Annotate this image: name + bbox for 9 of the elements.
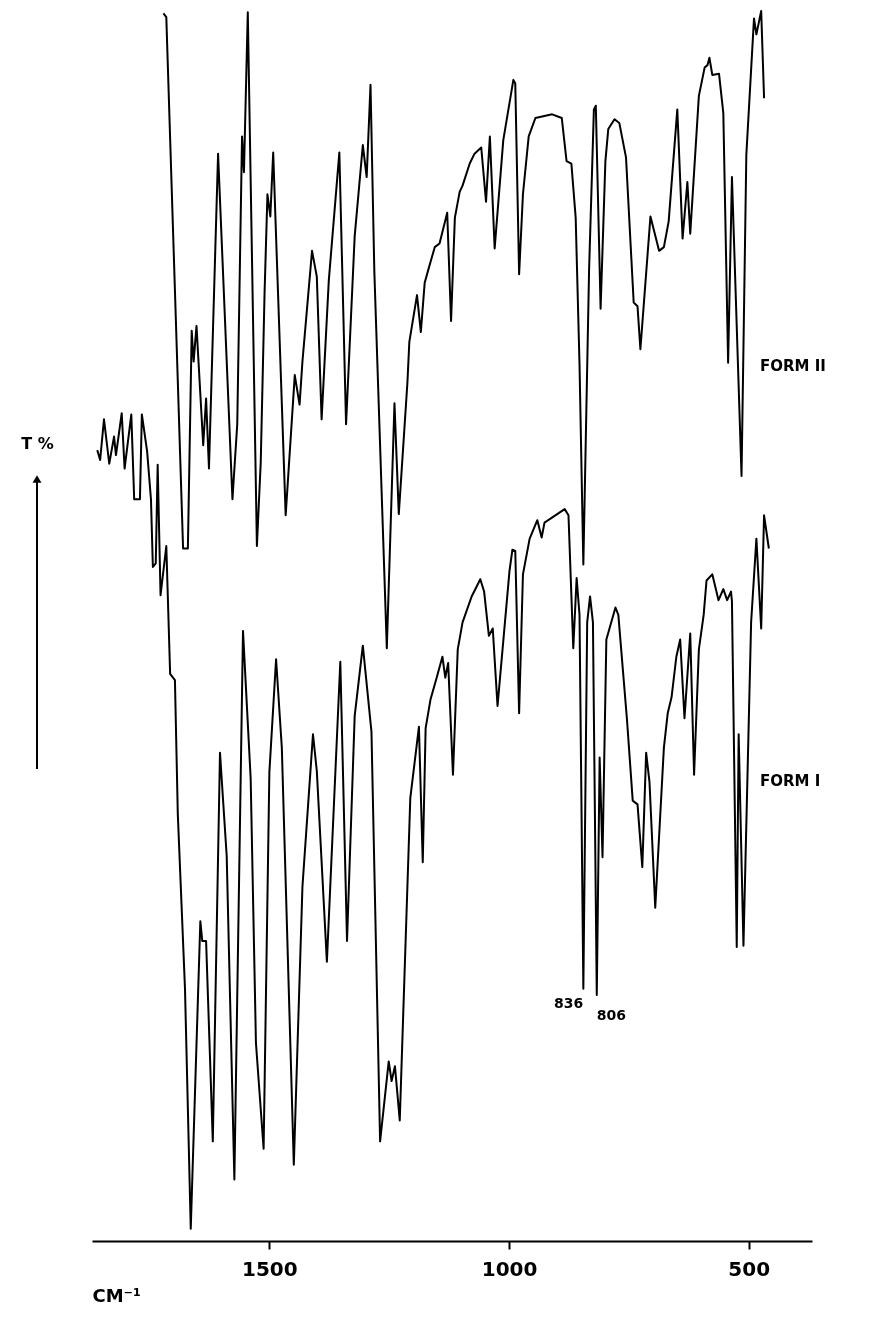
x-tick-label: 1500 <box>242 1256 298 1281</box>
annotation: 836 <box>554 994 584 1011</box>
x-tick-label: 1000 <box>481 1256 538 1281</box>
x-axis-title: CM⁻¹ <box>92 1284 142 1306</box>
annotation: 806 <box>596 1007 626 1023</box>
series-label: FORM I <box>760 772 821 790</box>
x-tick-label: 500 <box>728 1256 771 1281</box>
y-axis-title: T % <box>21 433 54 453</box>
series-label: FORM II <box>760 357 826 375</box>
